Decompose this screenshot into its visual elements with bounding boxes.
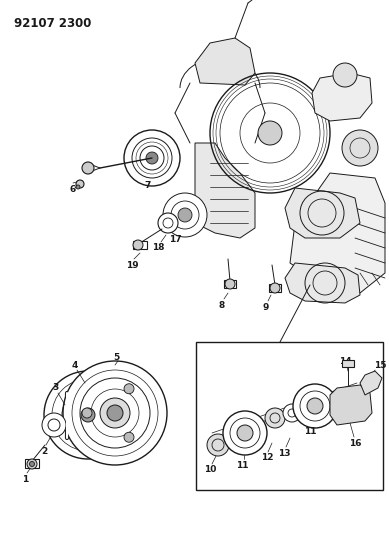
Circle shape <box>171 201 199 229</box>
Text: 92107 2300: 92107 2300 <box>14 17 91 30</box>
Circle shape <box>342 130 378 166</box>
Polygon shape <box>285 263 360 303</box>
Text: 18: 18 <box>152 244 164 253</box>
Circle shape <box>76 180 84 188</box>
Circle shape <box>163 193 207 237</box>
Text: 8: 8 <box>219 301 225 310</box>
Text: 12: 12 <box>261 454 273 463</box>
Polygon shape <box>195 143 255 238</box>
Circle shape <box>100 398 130 428</box>
Text: 14: 14 <box>339 357 351 366</box>
Polygon shape <box>330 385 372 425</box>
Circle shape <box>82 408 92 418</box>
Polygon shape <box>312 73 372 121</box>
Circle shape <box>81 408 95 422</box>
Circle shape <box>27 459 37 469</box>
Circle shape <box>146 152 158 164</box>
Circle shape <box>207 434 229 456</box>
Text: 3: 3 <box>53 384 59 392</box>
Text: 1: 1 <box>22 474 28 483</box>
Circle shape <box>74 401 102 429</box>
Circle shape <box>237 425 253 441</box>
Circle shape <box>288 409 296 417</box>
Bar <box>224 280 236 288</box>
Circle shape <box>307 398 323 414</box>
Circle shape <box>48 419 60 431</box>
Circle shape <box>140 146 164 170</box>
Bar <box>25 459 39 468</box>
Circle shape <box>270 283 280 293</box>
Circle shape <box>283 404 301 422</box>
Circle shape <box>333 63 357 87</box>
Text: 19: 19 <box>126 261 138 270</box>
Bar <box>342 360 354 367</box>
Circle shape <box>178 208 192 222</box>
Polygon shape <box>360 371 382 395</box>
Circle shape <box>265 408 285 428</box>
Text: 5: 5 <box>113 352 119 361</box>
Polygon shape <box>285 188 360 238</box>
Text: 4: 4 <box>72 361 78 370</box>
Text: 6: 6 <box>70 184 76 193</box>
Polygon shape <box>290 173 385 293</box>
Text: 15: 15 <box>374 360 386 369</box>
Circle shape <box>124 384 134 394</box>
Text: 7: 7 <box>145 182 151 190</box>
Circle shape <box>293 384 337 428</box>
Polygon shape <box>195 38 255 85</box>
Text: 11: 11 <box>236 461 248 470</box>
Bar <box>196 342 383 490</box>
Circle shape <box>76 185 80 189</box>
Bar <box>133 241 147 249</box>
Circle shape <box>223 411 267 455</box>
Circle shape <box>225 279 235 289</box>
Bar <box>269 284 281 292</box>
Circle shape <box>44 371 132 459</box>
Circle shape <box>258 121 282 145</box>
Circle shape <box>42 413 66 437</box>
Circle shape <box>133 240 143 250</box>
Circle shape <box>124 130 180 186</box>
Text: 16: 16 <box>349 439 361 448</box>
Text: 10: 10 <box>204 465 216 474</box>
Text: 9: 9 <box>263 303 269 311</box>
Text: 2: 2 <box>41 447 47 456</box>
Circle shape <box>30 462 35 466</box>
Circle shape <box>132 138 172 178</box>
Circle shape <box>163 218 173 228</box>
Text: 17: 17 <box>169 236 181 245</box>
Text: 11: 11 <box>304 427 316 437</box>
Text: 13: 13 <box>278 448 290 457</box>
Circle shape <box>107 405 123 421</box>
Circle shape <box>82 162 94 174</box>
Circle shape <box>63 361 167 465</box>
Circle shape <box>158 213 178 233</box>
Circle shape <box>124 432 134 442</box>
